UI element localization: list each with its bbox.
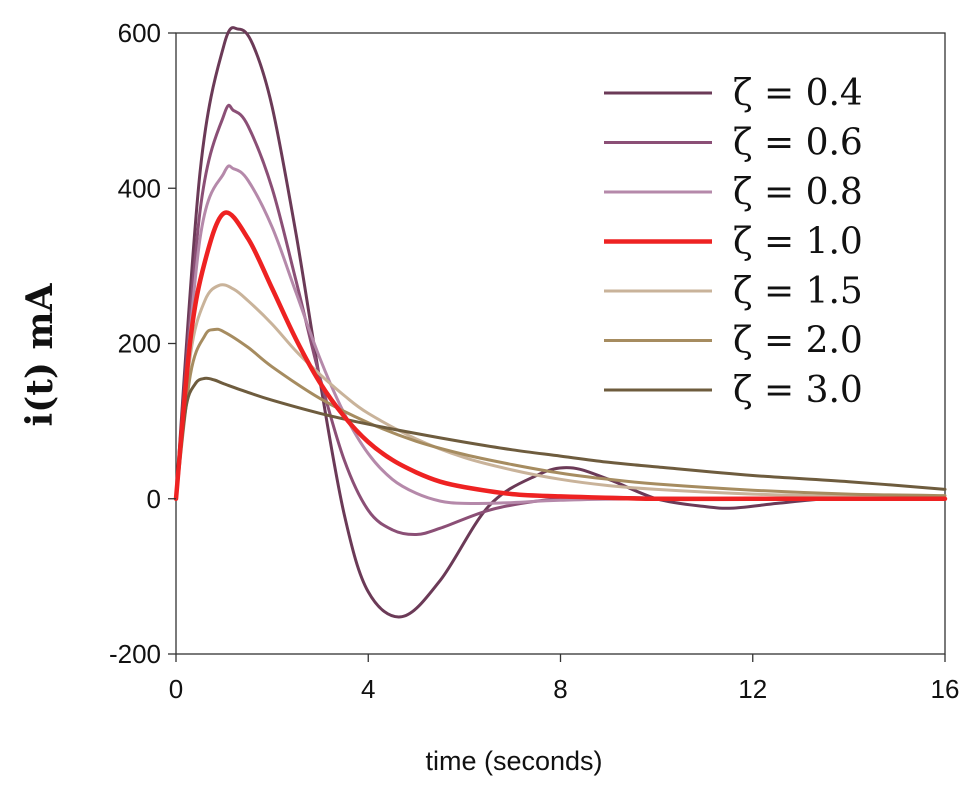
y-axis: -200 0 200 400 600 xyxy=(109,18,176,669)
legend-label-1: ζ = 0.4 xyxy=(733,73,863,114)
y-tick-label: 0 xyxy=(147,484,161,514)
series-line-1 xyxy=(174,26,947,619)
x-tick-label: 8 xyxy=(553,674,567,704)
series-line-3 xyxy=(174,164,947,505)
series-line-5 xyxy=(174,283,947,501)
y-tick-label: -200 xyxy=(109,639,161,669)
x-tick-label: 16 xyxy=(931,674,959,704)
series-line-6 xyxy=(174,327,947,501)
y-tick-label: 600 xyxy=(118,18,161,48)
y-axis-title: i(t) mA xyxy=(19,282,61,426)
x-tick-label: 4 xyxy=(361,674,375,704)
x-axis-title: time (seconds) xyxy=(425,746,602,776)
legend: ζ = 0.4 ζ = 0.6 ζ = 0.8 ζ = 1.0 ζ = 1.5 ζ = 2… xyxy=(604,73,863,411)
series-line-4 xyxy=(173,210,948,502)
y-tick-label: 400 xyxy=(118,173,161,203)
plot-area xyxy=(173,26,948,655)
x-tick-label: 12 xyxy=(738,674,767,704)
x-axis: 0 4 8 12 16 xyxy=(169,654,959,704)
legend-label-6: ζ = 2.0 xyxy=(733,321,863,362)
series-line-7 xyxy=(174,376,947,501)
legend-label-3: ζ = 0.8 xyxy=(733,172,863,213)
legend-label-4: ζ = 1.0 xyxy=(733,222,863,263)
legend-label-2: ζ = 0.6 xyxy=(733,123,863,164)
legend-label-7: ζ = 3.0 xyxy=(733,370,863,411)
x-tick-label: 0 xyxy=(169,674,183,704)
series-layer xyxy=(173,26,948,619)
y-tick-label: 200 xyxy=(118,329,161,359)
legend-label-5: ζ = 1.5 xyxy=(733,271,863,312)
